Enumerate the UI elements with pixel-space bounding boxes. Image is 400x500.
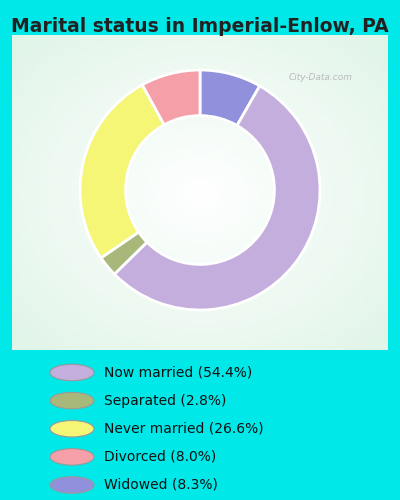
Wedge shape: [200, 70, 260, 126]
Circle shape: [50, 448, 94, 465]
Wedge shape: [101, 232, 147, 274]
Text: Marital status in Imperial-Enlow, PA: Marital status in Imperial-Enlow, PA: [11, 18, 389, 36]
Text: Never married (26.6%): Never married (26.6%): [104, 422, 264, 436]
Wedge shape: [114, 86, 320, 310]
Circle shape: [50, 420, 94, 437]
Text: Now married (54.4%): Now married (54.4%): [104, 366, 252, 380]
Text: City-Data.com: City-Data.com: [288, 73, 352, 82]
Wedge shape: [142, 70, 200, 125]
Wedge shape: [80, 85, 164, 258]
Text: Widowed (8.3%): Widowed (8.3%): [104, 478, 218, 492]
Circle shape: [50, 477, 94, 493]
Circle shape: [50, 392, 94, 409]
Text: Divorced (8.0%): Divorced (8.0%): [104, 450, 216, 464]
Text: Separated (2.8%): Separated (2.8%): [104, 394, 226, 407]
Circle shape: [50, 364, 94, 381]
